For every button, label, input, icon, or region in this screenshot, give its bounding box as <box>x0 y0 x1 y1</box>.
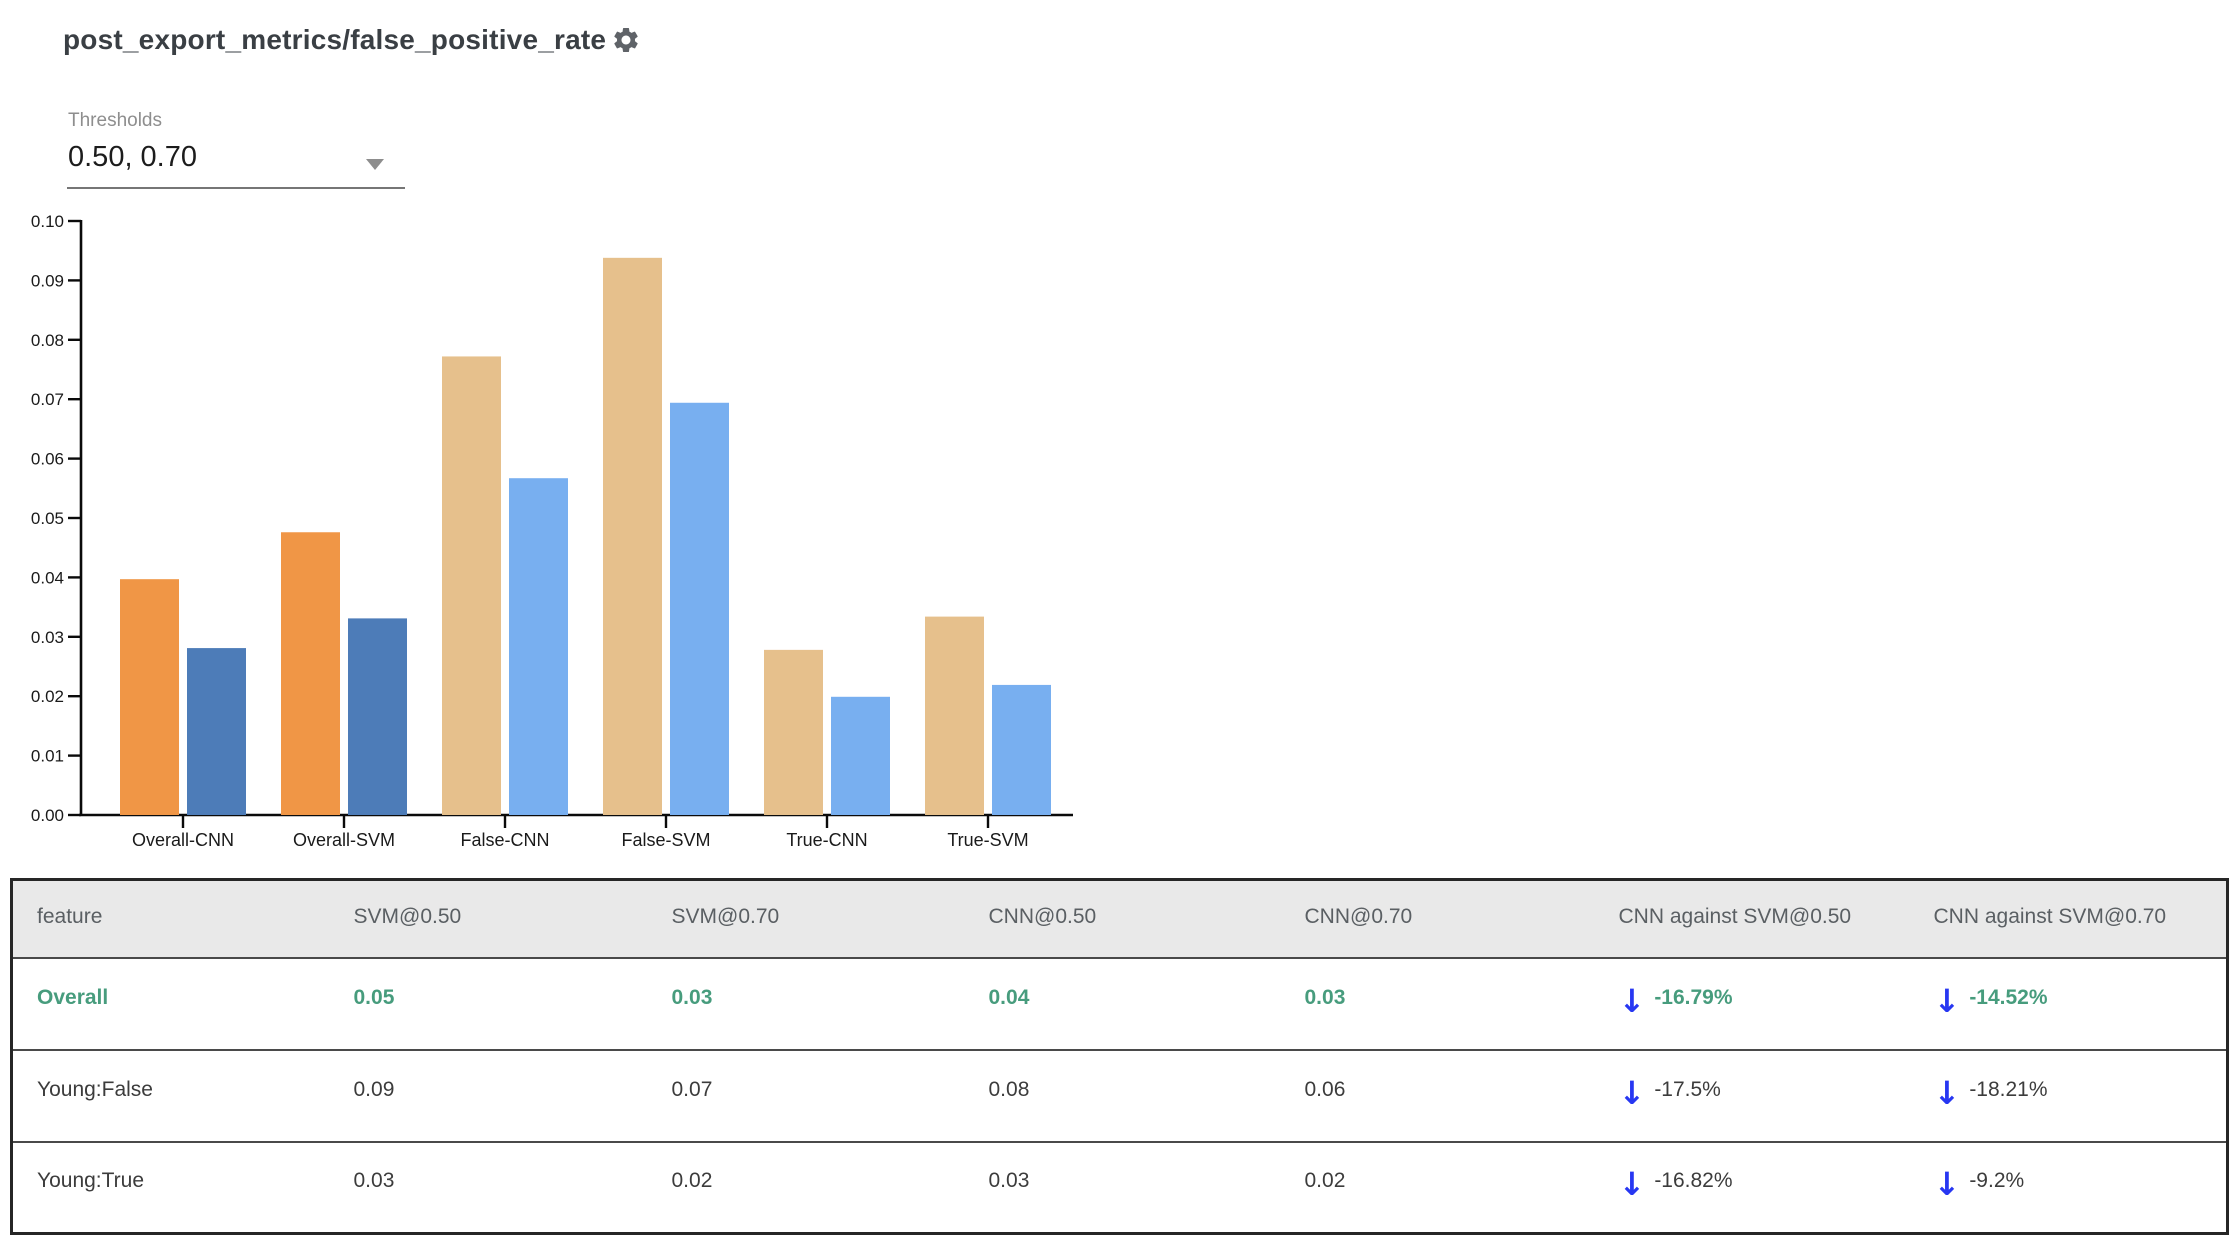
cell-metric-value: 0.06 <box>1304 1077 1346 1101</box>
cell-metric-value: 0.09 <box>353 1077 395 1101</box>
x-axis-category-label: True-SVM <box>947 830 1028 850</box>
gear-icon-glyph <box>614 28 638 52</box>
y-axis-tick-label: 0.05 <box>31 509 64 528</box>
x-axis-category-label: True-CNN <box>786 830 867 850</box>
cell-comparison: ↓ -16.79% <box>1595 958 1910 1050</box>
comparison-percentage: -18.21% <box>1969 1077 2048 1101</box>
comparison-percentage: -14.52% <box>1969 985 2048 1009</box>
metrics-table: feature SVM@0.50 SVM@0.70 CNN@0.50 CNN@0.70 C… <box>10 878 2229 1235</box>
bar-chart: 0.00 0.01 0.02 0.03 0.04 0.05 0.06 0.07 0.08 0.09… <box>31 212 1073 850</box>
y-axis-tick-label: 0.02 <box>31 687 64 706</box>
cell-metric-value: 0.08 <box>988 1077 1030 1101</box>
column-header-cnn-against-svm-0-50: CNN against SVM@0.50 <box>1594 879 1910 959</box>
bar-False-SVM-threshold-0.50[interactable] <box>603 257 662 815</box>
column-header-cnn-against-svm-0-70: CNN against SVM@0.70 <box>1909 879 2228 959</box>
y-axis-tick-label: 0.08 <box>31 331 64 350</box>
cell-feature: Overall <box>37 985 109 1009</box>
cell-metric-value: 0.03 <box>1304 985 1346 1009</box>
table-row-young-false: Young:False 0.09 0.07 0.08 0.06 ↓ -17.5% ↓ -18.2… <box>11 1049 2228 1142</box>
bar-Overall-CNN-threshold-0.70[interactable] <box>187 648 246 815</box>
cell-comparison: ↓ -14.52% <box>1910 958 2228 1050</box>
x-axis-category-label: Overall-SVM <box>293 830 395 850</box>
x-axis-category-label: False-SVM <box>621 830 710 850</box>
comparison-percentage: -9.2% <box>1969 1169 2025 1193</box>
cell-metric-value: 0.02 <box>671 1169 713 1193</box>
y-axis-tick-label: 0.09 <box>31 271 64 290</box>
cell-metric-value: 0.03 <box>988 1169 1030 1193</box>
bar-Overall-SVM-threshold-0.70[interactable] <box>348 618 407 815</box>
arrow-down-icon: ↓ <box>1933 1165 1961 1204</box>
thresholds-underline <box>67 187 405 189</box>
comparison-percentage: -17.5% <box>1654 1077 1721 1101</box>
x-axis-category-label: Overall-CNN <box>132 830 234 850</box>
cell-metric-value: 0.07 <box>671 1077 713 1101</box>
table-header-row: feature SVM@0.50 SVM@0.70 CNN@0.50 CNN@0.70 C… <box>11 879 2228 959</box>
cell-metric-value: 0.05 <box>353 985 395 1009</box>
y-axis-tick-label: 0.10 <box>31 212 64 231</box>
table-row-overall: Overall 0.05 0.03 0.04 0.03 ↓ -16.79% ↓ -14.52% <box>12 958 2228 1050</box>
column-header-svm-0-70: SVM@0.70 <box>647 879 965 959</box>
arrow-down-icon: ↓ <box>1618 981 1646 1020</box>
chevron-down-icon <box>366 159 384 170</box>
cell-metric-value: 0.03 <box>353 1169 395 1193</box>
y-axis-tick-label: 0.06 <box>31 450 64 469</box>
bar-Overall-CNN-threshold-0.50[interactable] <box>120 579 179 815</box>
cell-comparison: ↓ -16.82% <box>1595 1142 1910 1234</box>
bar-Overall-SVM-threshold-0.50[interactable] <box>281 532 340 815</box>
bar-False-CNN-threshold-0.70[interactable] <box>509 478 568 815</box>
column-header-cnn-0-50: CNN@0.50 <box>964 879 1281 959</box>
bar-False-SVM-threshold-0.70[interactable] <box>670 402 729 815</box>
cell-comparison: ↓ -18.21% <box>1910 1050 2228 1142</box>
arrow-down-icon: ↓ <box>1618 1073 1646 1112</box>
column-header-svm-0-50: SVM@0.50 <box>329 879 648 959</box>
comparison-percentage: -16.82% <box>1654 1169 1733 1193</box>
x-axis-category-label: False-CNN <box>460 830 549 850</box>
y-axis-tick-label: 0.00 <box>31 806 64 825</box>
bar-True-CNN-threshold-0.70[interactable] <box>831 696 890 815</box>
cell-feature: Young:True <box>37 1169 145 1193</box>
bar-True-CNN-threshold-0.50[interactable] <box>764 649 823 815</box>
arrow-down-icon: ↓ <box>1933 1073 1961 1112</box>
y-axis-tick-label: 0.03 <box>31 628 64 647</box>
bar-True-SVM-threshold-0.70[interactable] <box>992 684 1051 815</box>
bar-False-CNN-threshold-0.50[interactable] <box>442 356 501 815</box>
settings-gear-icon[interactable] <box>611 25 641 55</box>
thresholds-select[interactable]: Thresholds 0.50, 0.70 <box>67 110 406 190</box>
column-header-feature: feature <box>11 879 330 959</box>
cell-metric-value: 0.02 <box>1304 1169 1346 1193</box>
column-header-cnn-0-70: CNN@0.70 <box>1280 879 1595 959</box>
page-title: post_export_metrics/false_positive_rate <box>63 24 607 55</box>
comparison-percentage: -16.79% <box>1654 985 1733 1009</box>
thresholds-value: 0.50, 0.70 <box>68 141 197 173</box>
y-axis-tick-label: 0.01 <box>31 747 64 766</box>
cell-metric-value: 0.03 <box>671 985 713 1009</box>
cell-metric-value: 0.04 <box>988 985 1030 1009</box>
arrow-down-icon: ↓ <box>1933 981 1961 1020</box>
thresholds-label: Thresholds <box>68 110 162 131</box>
y-axis-tick-label: 0.07 <box>31 390 64 409</box>
cell-feature: Young:False <box>37 1077 153 1101</box>
table-row-young-true: Young:True 0.03 0.02 0.03 0.02 ↓ -16.82% ↓ -9.2% <box>11 1141 2228 1234</box>
bar-True-SVM-threshold-0.50[interactable] <box>925 616 984 815</box>
cell-comparison: ↓ -9.2% <box>1910 1142 2228 1234</box>
arrow-down-icon: ↓ <box>1618 1165 1646 1204</box>
y-axis-tick-label: 0.04 <box>31 568 64 587</box>
cell-comparison: ↓ -17.5% <box>1595 1050 1910 1142</box>
